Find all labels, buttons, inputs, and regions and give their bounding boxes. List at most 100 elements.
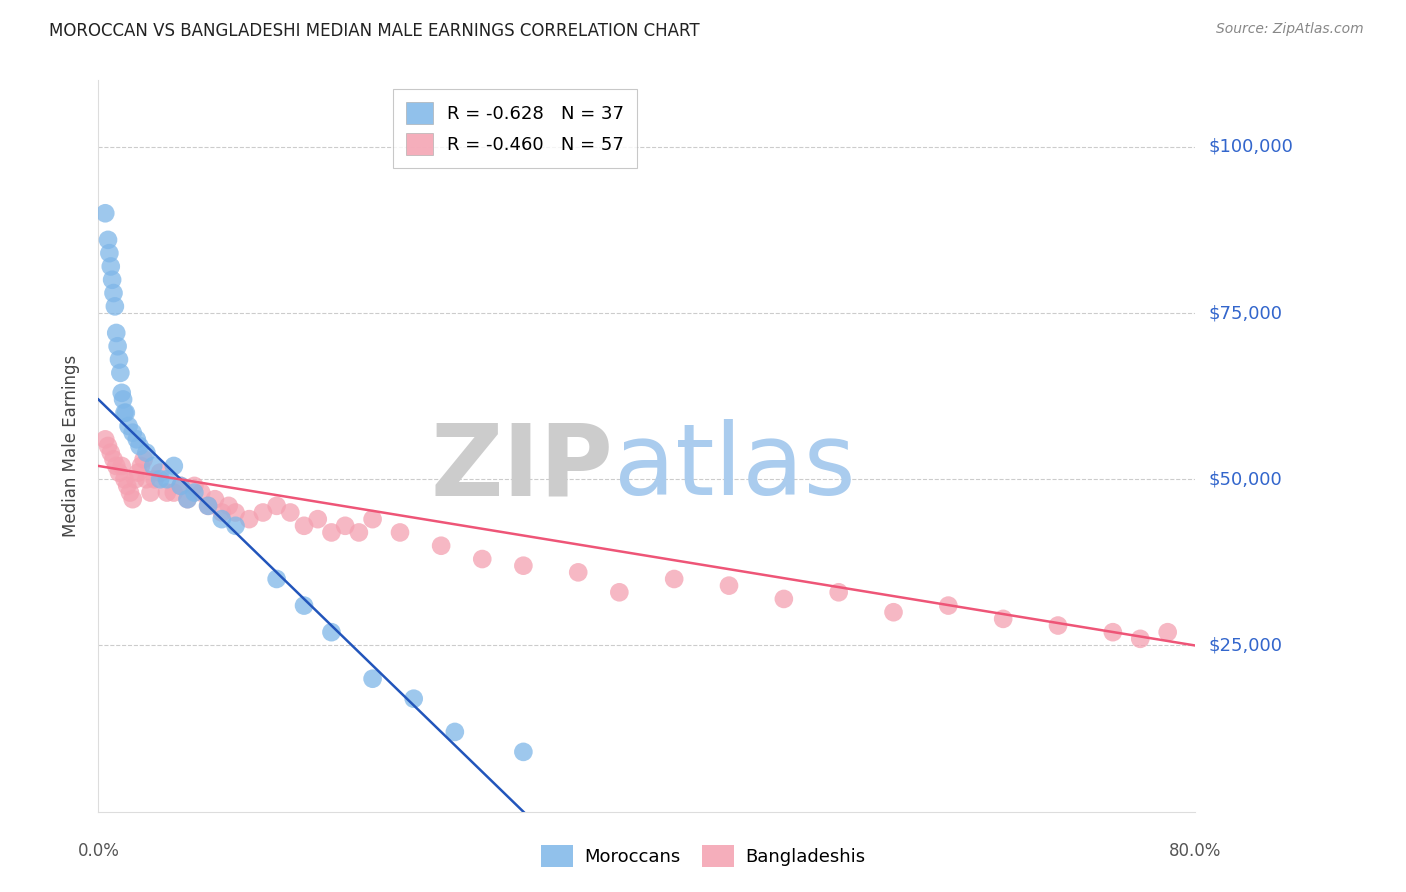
Point — [225, 506, 247, 520]
Point — [388, 525, 412, 540]
Point — [828, 585, 851, 599]
Point — [117, 419, 139, 434]
Point — [149, 466, 172, 480]
Point — [211, 506, 233, 520]
Text: $25,000: $25,000 — [1209, 637, 1284, 655]
Point — [225, 518, 247, 533]
Point — [107, 339, 129, 353]
Point — [101, 273, 124, 287]
Legend: R = -0.628   N = 37, R = -0.460   N = 57: R = -0.628 N = 37, R = -0.460 N = 57 — [394, 89, 637, 168]
Point — [211, 512, 233, 526]
Point — [444, 725, 467, 739]
Text: MOROCCAN VS BANGLADESHI MEDIAN MALE EARNINGS CORRELATION CHART: MOROCCAN VS BANGLADESHI MEDIAN MALE EARN… — [49, 22, 700, 40]
Point — [280, 506, 302, 520]
Point — [993, 612, 1015, 626]
Point — [97, 439, 120, 453]
Point — [471, 552, 494, 566]
Point — [105, 458, 128, 473]
Text: $75,000: $75,000 — [1209, 304, 1284, 322]
Point — [176, 492, 198, 507]
Point — [163, 458, 186, 473]
Point — [430, 539, 453, 553]
Point — [183, 485, 205, 500]
Point — [163, 485, 186, 500]
Point — [773, 591, 796, 606]
Point — [108, 466, 131, 480]
Legend: Moroccans, Bangladeshis: Moroccans, Bangladeshis — [533, 838, 873, 874]
Point — [1102, 625, 1125, 640]
Point — [307, 512, 329, 526]
Point — [94, 433, 117, 447]
Y-axis label: Median Male Earnings: Median Male Earnings — [62, 355, 80, 537]
Point — [124, 472, 146, 486]
Point — [108, 352, 131, 367]
Point — [103, 286, 125, 301]
Point — [292, 599, 315, 613]
Point — [115, 406, 138, 420]
Point — [266, 499, 288, 513]
Point — [664, 572, 686, 586]
Point — [361, 672, 384, 686]
Text: 80.0%: 80.0% — [1168, 842, 1222, 860]
Point — [104, 299, 127, 313]
Point — [103, 452, 125, 467]
Point — [609, 585, 631, 599]
Point — [129, 458, 152, 473]
Point — [170, 479, 193, 493]
Point — [204, 492, 226, 507]
Point — [938, 599, 960, 613]
Point — [118, 485, 141, 500]
Point — [139, 485, 162, 500]
Point — [121, 492, 143, 507]
Point — [156, 472, 179, 486]
Point — [115, 479, 138, 493]
Point — [321, 625, 343, 640]
Point — [266, 572, 288, 586]
Point — [125, 433, 148, 447]
Point — [347, 525, 370, 540]
Point — [132, 452, 155, 467]
Point — [127, 466, 149, 480]
Point — [361, 512, 384, 526]
Point — [149, 472, 172, 486]
Point — [143, 472, 166, 486]
Point — [97, 233, 120, 247]
Text: 0.0%: 0.0% — [77, 842, 120, 860]
Point — [1046, 618, 1070, 632]
Point — [252, 506, 274, 520]
Point — [190, 485, 212, 500]
Point — [183, 479, 205, 493]
Point — [135, 472, 157, 486]
Point — [883, 605, 905, 619]
Point — [402, 691, 425, 706]
Point — [121, 425, 143, 440]
Point — [1129, 632, 1152, 646]
Point — [110, 366, 132, 380]
Point — [512, 745, 534, 759]
Point — [112, 392, 135, 407]
Point — [718, 579, 741, 593]
Text: $50,000: $50,000 — [1209, 470, 1282, 488]
Text: $100,000: $100,000 — [1209, 137, 1294, 156]
Point — [170, 479, 193, 493]
Point — [1157, 625, 1180, 640]
Point — [100, 445, 122, 459]
Text: ZIP: ZIP — [432, 419, 614, 516]
Point — [114, 472, 136, 486]
Point — [135, 445, 157, 459]
Point — [128, 439, 150, 453]
Point — [114, 406, 136, 420]
Text: Source: ZipAtlas.com: Source: ZipAtlas.com — [1216, 22, 1364, 37]
Point — [176, 492, 198, 507]
Point — [292, 518, 315, 533]
Point — [94, 206, 117, 220]
Point — [100, 260, 122, 274]
Point — [197, 499, 219, 513]
Point — [105, 326, 128, 340]
Point — [238, 512, 260, 526]
Point — [111, 385, 134, 400]
Point — [567, 566, 589, 580]
Point — [218, 499, 240, 513]
Text: atlas: atlas — [614, 419, 855, 516]
Point — [321, 525, 343, 540]
